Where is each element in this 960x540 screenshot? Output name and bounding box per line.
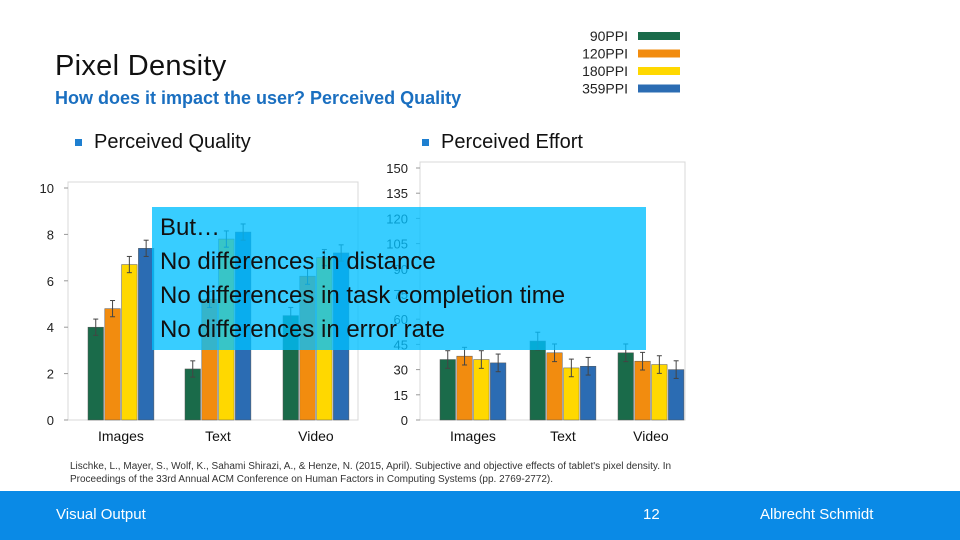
legend-label: 180PPI — [582, 63, 628, 79]
x-category-label: Text — [205, 428, 231, 444]
legend-swatch — [638, 32, 680, 40]
footer-bar: Visual Output 12 Albrecht Schmidt — [0, 491, 960, 540]
y-tick-label: 30 — [394, 363, 408, 378]
x-category-label: Text — [550, 428, 576, 444]
overlay-line: No differences in error rate — [160, 316, 446, 343]
legend-swatch — [638, 84, 680, 93]
y-tick-label: 2 — [47, 367, 54, 382]
y-tick-label: 0 — [401, 413, 408, 428]
bar — [104, 308, 121, 421]
legend-label: 120PPI — [582, 46, 628, 62]
y-tick-label: 135 — [386, 186, 408, 201]
bar — [121, 264, 138, 421]
bullet-perceived-effort: Perceived Effort — [422, 131, 583, 154]
legend-swatch — [638, 67, 680, 75]
bar — [456, 355, 473, 421]
bar — [529, 340, 546, 421]
bullet-square-icon — [75, 139, 82, 146]
y-tick-label: 15 — [394, 388, 408, 403]
slide-title: Pixel Density — [55, 50, 227, 82]
x-category-label: Images — [450, 428, 496, 444]
x-category-label: Images — [98, 428, 144, 444]
overlay-line: But… — [160, 214, 221, 241]
y-tick-label: 0 — [47, 413, 54, 428]
bullet-label: Perceived Effort — [441, 131, 583, 153]
y-tick-label: 6 — [47, 274, 54, 289]
bullet-square-icon — [422, 139, 429, 146]
footer-section: Visual Output — [56, 506, 146, 523]
slide-subtitle: How does it impact the user? Perceived Q… — [55, 88, 462, 108]
x-category-label: Video — [298, 428, 334, 444]
legend-label: 359PPI — [582, 81, 628, 97]
footer-author: Albrecht Schmidt — [760, 506, 874, 523]
bar — [546, 352, 563, 421]
page-number: 12 — [643, 506, 660, 523]
citation: Lischke, L., Mayer, S., Wolf, K., Sahami… — [70, 461, 672, 485]
y-tick-label: 10 — [40, 181, 54, 196]
legend-swatch — [638, 49, 680, 58]
bullet-label: Perceived Quality — [94, 131, 251, 153]
bar — [87, 326, 104, 421]
y-tick-label: 8 — [47, 227, 54, 242]
y-tick-label: 150 — [386, 161, 408, 176]
legend-label: 90PPI — [590, 28, 628, 44]
y-tick-label: 4 — [47, 320, 54, 335]
x-category-label: Video — [633, 428, 669, 444]
bar — [617, 352, 634, 421]
overlay-callout: But… No differences in distance No diffe… — [152, 207, 646, 350]
bullet-perceived-quality: Perceived Quality — [75, 131, 251, 154]
overlay-line: No differences in task completion time — [160, 282, 566, 309]
overlay-line: No differences in distance — [160, 248, 436, 275]
